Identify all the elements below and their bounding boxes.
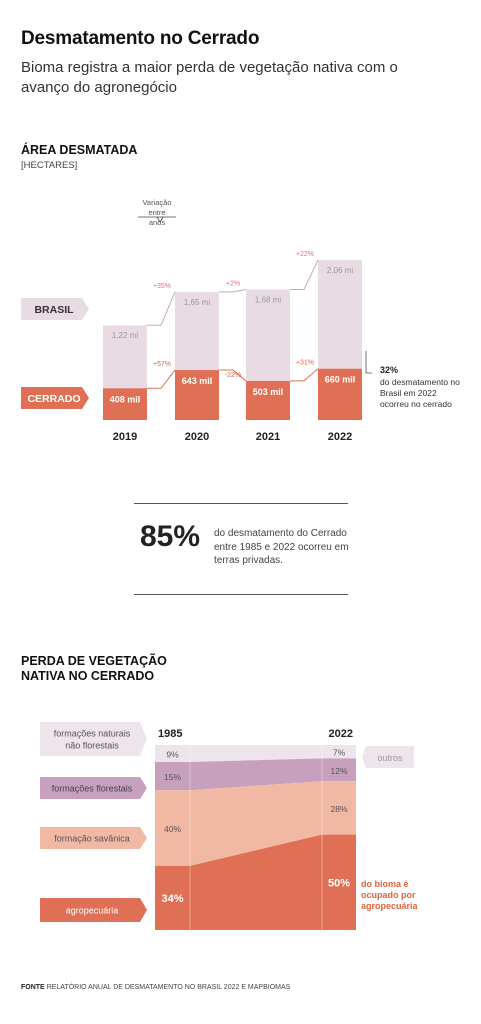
legend-formacoes-florestais-box xyxy=(40,777,147,799)
brasil-legend-box xyxy=(21,298,89,320)
section1-title: ÁREA DESMATADA xyxy=(21,143,138,157)
brasil-value-label: 1,65 mi xyxy=(184,298,210,307)
callout-text: Brasil em 2022 xyxy=(380,388,437,398)
brasil-legend-label: BRASIL xyxy=(34,304,74,316)
cerrado-change-connector xyxy=(290,368,319,382)
value-label-2022: 28% xyxy=(330,804,347,814)
callout-bracket xyxy=(365,351,372,374)
cerrado-legend-box xyxy=(21,387,89,409)
variation-annotation: Variação xyxy=(142,198,171,207)
page-subtitle: Bioma registra a maior perda de vegetaçã… xyxy=(21,59,398,96)
agro-callout-text: do bioma é xyxy=(361,879,409,889)
value-label-2022: 12% xyxy=(330,766,347,776)
area-band-outros xyxy=(155,745,356,762)
cerrado-value-label: 643 mil xyxy=(182,376,213,386)
cerrado-value-label: 660 mil xyxy=(325,375,356,385)
value-label-1985: 34% xyxy=(161,893,183,905)
x-tick-label: 2021 xyxy=(256,431,280,443)
cerrado-change-connector xyxy=(219,369,247,382)
year-header-2022: 2022 xyxy=(329,728,353,740)
source-label: FONTE xyxy=(21,984,45,991)
source-note: FONTE RELATÓRIO ANUAL DE DESMATAMENTO NO… xyxy=(21,984,290,991)
brasil-value-label: 1,22 mi xyxy=(112,331,138,340)
value-label-2022: 7% xyxy=(333,748,346,758)
source-text: RELATÓRIO ANUAL DE DESMATAMENTO NO BRASI… xyxy=(46,984,291,991)
cerrado-bar-2019 xyxy=(103,388,147,420)
legend-agropecuaria-box xyxy=(40,898,147,922)
brasil-change-label: +2% xyxy=(226,281,240,288)
brasil-value-label: 1,68 mi xyxy=(255,296,281,305)
cerrado-legend-label: CERRADO xyxy=(27,393,80,405)
stat-value: 85% xyxy=(140,520,201,553)
cerrado-bar-2021 xyxy=(246,380,290,420)
legend-formacoes-naturais-box xyxy=(40,722,147,756)
x-tick-label: 2022 xyxy=(328,431,352,443)
variation-annotation: entre xyxy=(148,208,165,217)
vegetation-area-chart: 1985 2022 9% 7% 15% 12% 40% 28% 34% 50% formações … xyxy=(40,722,419,930)
value-label-1985: 15% xyxy=(164,772,181,782)
stat-description: do desmatamento do Cerrado entre 1985 e … xyxy=(214,528,349,566)
cerrado-change-label: -22% xyxy=(225,372,241,379)
area-band-agropecuária xyxy=(155,834,356,930)
brasil-change-connector xyxy=(147,291,176,326)
section1-unit: [HECTARES] xyxy=(21,160,78,171)
legend-formacoes-naturais-text: não florestais xyxy=(65,741,119,751)
cerrado-bar-2022 xyxy=(318,368,362,420)
brasil-value-label: 2,06 mi xyxy=(327,266,353,275)
deforestation-bar-chart: 1,22 mi 408 mil 2019 1,65 mi 643 mil 2020 1,68… xyxy=(21,198,460,443)
cerrado-bar-2020 xyxy=(175,370,219,420)
legend-formacoes-florestais-text: formações florestais xyxy=(52,784,133,794)
legend-formacao-savanica-box xyxy=(40,827,147,849)
value-label-1985: 9% xyxy=(166,749,179,759)
brasil-change-connector xyxy=(219,289,247,293)
callout-text: do desmatamento no xyxy=(380,377,460,387)
callout-percent: 32% xyxy=(380,365,398,375)
legend-outros-text: outros xyxy=(377,753,403,763)
variation-annotation: anos xyxy=(149,218,166,227)
section2-title-line2: NATIVA NO CERRADO xyxy=(21,669,155,683)
year-header-1985: 1985 xyxy=(158,728,182,740)
cerrado-change-connector xyxy=(147,369,176,389)
page-title: Desmatamento no Cerrado xyxy=(21,28,260,49)
brasil-change-label: +35% xyxy=(153,283,171,290)
section2-title-line1: PERDA DE VEGETAÇÃO xyxy=(21,654,167,668)
x-tick-label: 2020 xyxy=(185,431,209,443)
agro-callout-text: agropecuária xyxy=(361,901,419,911)
value-label-2022: 50% xyxy=(328,877,350,889)
cerrado-value-label: 503 mil xyxy=(253,387,284,397)
agro-callout-text: ocupado por xyxy=(361,890,416,900)
cerrado-change-label: +57% xyxy=(153,361,171,368)
legend-formacoes-naturais-text: formações naturais xyxy=(54,729,131,739)
legend-agropecuaria-text: agropecuária xyxy=(66,906,119,916)
area-band-formação-savânica xyxy=(155,781,356,866)
area-band-formações-florestais xyxy=(155,758,356,791)
x-tick-label: 2019 xyxy=(113,431,137,443)
legend-formacao-savanica-text: formação savânica xyxy=(54,834,130,844)
stat-top-rule xyxy=(134,503,348,504)
cerrado-change-label: +31% xyxy=(296,360,314,367)
annotation-pointer xyxy=(156,216,164,223)
stat-bottom-rule xyxy=(134,594,348,595)
legend-outros-box xyxy=(362,746,414,768)
cerrado-value-label: 408 mil xyxy=(110,394,141,404)
brasil-change-label: +22% xyxy=(296,251,314,258)
brasil-change-connector xyxy=(290,259,319,291)
value-label-1985: 40% xyxy=(164,824,181,834)
callout-text: ocorreu no cerrado xyxy=(380,399,452,409)
